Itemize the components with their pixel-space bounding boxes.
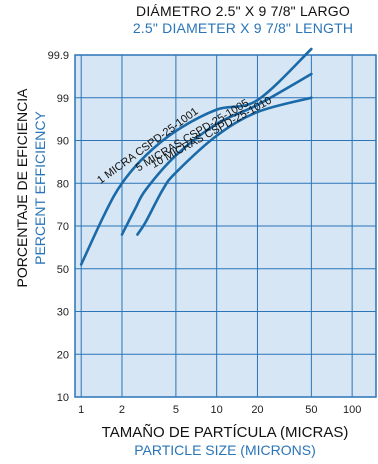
series-line: [136, 96, 313, 236]
y-tick-label: 30: [57, 307, 69, 319]
x-tick-label: 100: [343, 404, 361, 416]
x-axis-label: TAMAÑO DE PARTÍCULA (MICRAS): [101, 424, 349, 441]
y-tick-label: 99: [57, 93, 69, 105]
x-axis-label-en: PARTICLE SIZE (MICRONS): [134, 442, 316, 458]
chart-subtitle: 2.5" DIAMETER X 9 7/8" LENGTH: [132, 20, 354, 36]
x-tick-label: 1: [78, 404, 84, 416]
x-tick-label: 2: [119, 404, 125, 416]
y-tick-label: 10: [57, 392, 69, 404]
y-tick-label: 90: [57, 136, 69, 148]
x-tick-label: 50: [305, 404, 317, 416]
y-tick-label: 50: [57, 264, 69, 276]
y-tick-label: 70: [57, 221, 69, 233]
series-line: [120, 72, 313, 236]
y-tick-label: 80: [57, 178, 69, 190]
y-tick-label: 99.9: [48, 50, 69, 62]
x-tick-label: 5: [173, 404, 179, 416]
x-tick-label: 10: [211, 404, 223, 416]
series-line: [79, 47, 313, 266]
chart-title: DIÁMETRO 2.5" X 9 7/8" LARGO: [136, 3, 350, 19]
y-tick-label: 20: [57, 349, 69, 361]
x-tick-label: 20: [251, 404, 263, 416]
